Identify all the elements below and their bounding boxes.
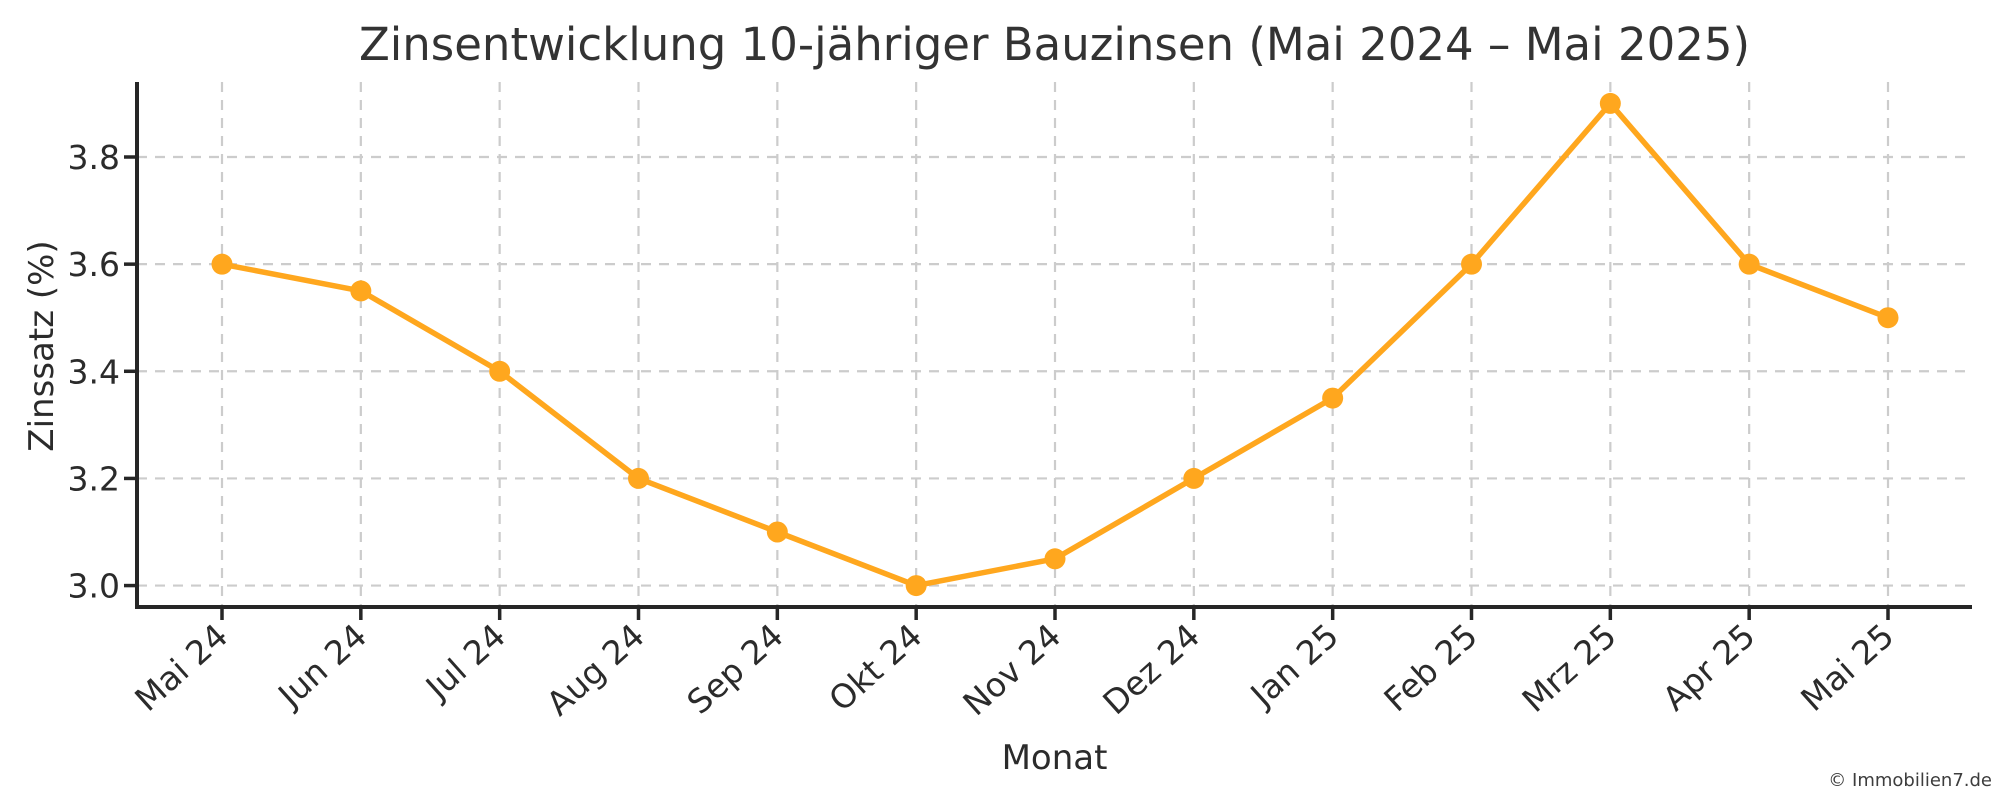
x-tick-label: Dez 24 [1095,616,1207,722]
data-point [1322,387,1344,409]
x-tick-label: Mai 25 [1793,616,1901,719]
y-tick-label: 3.0 [68,567,120,606]
x-tick-label: Sep 24 [679,616,790,722]
data-point [628,467,649,489]
data-point [1044,548,1066,570]
y-tick-label: 3.2 [68,459,120,498]
y-tick-label: 3.8 [68,138,120,177]
x-tick-label: Feb 25 [1376,616,1485,719]
data-point [1461,253,1482,275]
data-point [489,360,511,382]
x-tick-label: Mrz 25 [1514,616,1623,720]
data-point [766,521,788,543]
x-tick-label: Aug 24 [539,616,652,723]
x-tick-label: Apr 25 [1655,616,1763,718]
data-point [1738,253,1760,275]
x-tick-label: Jan 25 [1242,616,1346,715]
data-point [1599,92,1621,114]
data-point [1183,467,1205,489]
data-point [1877,307,1899,329]
x-tick-label: Jun 24 [269,616,374,716]
y-tick-label: 3.4 [68,352,120,391]
x-axis-label: Monat [1001,738,1108,778]
data-point [905,575,927,597]
x-tick-label: Jul 24 [417,616,513,708]
x-tick-label: Mai 24 [127,616,235,719]
attribution-text: © Immobilien7.de [1828,770,1992,791]
x-tick-label: Okt 24 [821,616,929,719]
chart-title: Zinsentwicklung 10-jähriger Bauzinsen (M… [358,18,1751,71]
y-tick-label: 3.6 [68,245,120,284]
data-point [211,253,233,275]
data-point [350,280,372,302]
x-tick-label: Nov 24 [955,616,1068,723]
